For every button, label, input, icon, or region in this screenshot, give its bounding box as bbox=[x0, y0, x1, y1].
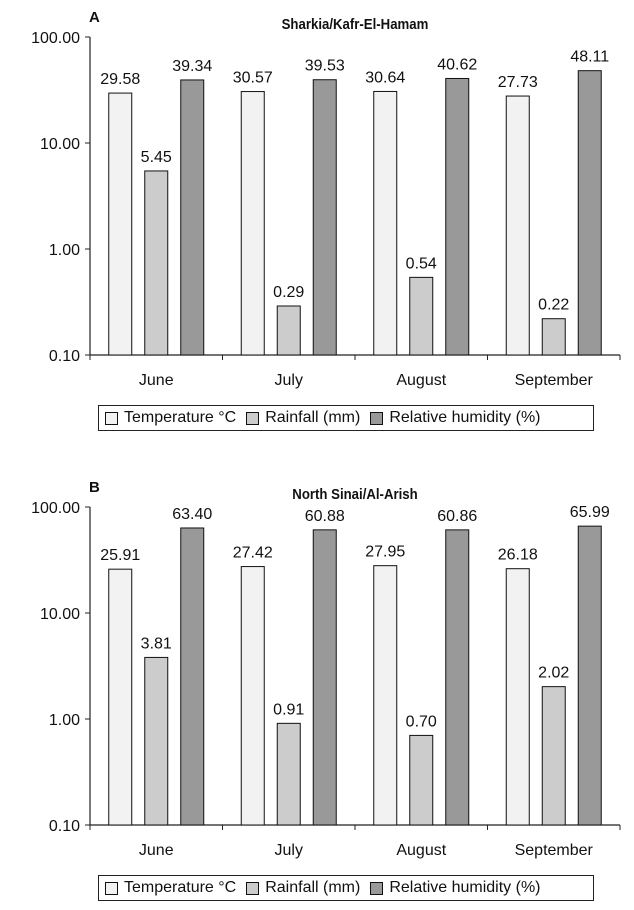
legend-swatch-humidity bbox=[370, 412, 383, 425]
bar-temperature-c-september bbox=[506, 569, 529, 825]
y-tick-label: 100.00 bbox=[31, 500, 80, 517]
legend-swatch-rainfall bbox=[246, 882, 259, 895]
legend-item-temperature: Temperature °C bbox=[105, 409, 236, 427]
legend-swatch-temperature bbox=[105, 412, 118, 425]
bar-temperature-c-june bbox=[109, 93, 132, 355]
y-tick-label: 0.10 bbox=[49, 348, 80, 365]
y-tick-label: 1.00 bbox=[49, 242, 80, 259]
bar-temperature-c-august bbox=[374, 91, 397, 355]
data-label-relative-humidity-september: 48.11 bbox=[570, 49, 609, 66]
legend-label-temperature: Temperature °C bbox=[124, 409, 236, 427]
bar-relative-humidity-september bbox=[578, 526, 601, 825]
bar-rainfall-mm-july bbox=[277, 306, 300, 355]
bar-temperature-c-june bbox=[109, 569, 132, 825]
data-label-temperature-c-july: 27.42 bbox=[233, 545, 273, 562]
bar-rainfall-mm-september bbox=[542, 319, 565, 355]
legend-label-humidity: Relative humidity (%) bbox=[389, 879, 540, 897]
chart-title-b: North Sinai/Al-Arish bbox=[122, 486, 588, 503]
legend-item-rainfall: Rainfall (mm) bbox=[246, 879, 360, 897]
y-tick-label: 100.00 bbox=[31, 30, 80, 47]
legend-a: Temperature °C Rainfall (mm) Relative hu… bbox=[98, 405, 594, 431]
data-label-relative-humidity-june: 39.34 bbox=[172, 58, 212, 75]
panel-label-a: A bbox=[89, 9, 100, 26]
chart-svg-b: 100.00 10.00 1.00 0.10 25.91 3.81 63.40 June 27.… bbox=[0, 470, 634, 870]
legend-label-humidity: Relative humidity (%) bbox=[389, 409, 540, 427]
data-label-relative-humidity-august: 60.86 bbox=[437, 508, 477, 525]
y-tick-label: 1.00 bbox=[49, 712, 80, 729]
chart-title-a: Sharkia/Kafr-El-Hamam bbox=[122, 16, 588, 33]
data-label-rainfall-mm-july: 0.91 bbox=[273, 701, 304, 718]
bar-relative-humidity-june bbox=[181, 528, 204, 825]
x-tick-label: June bbox=[139, 372, 174, 389]
data-label-temperature-c-september: 26.18 bbox=[498, 547, 538, 564]
legend-item-rainfall: Rainfall (mm) bbox=[246, 409, 360, 427]
chart-panel-a: 100.00 10.00 1.00 0.10 29.58 5.45 39.34 June 30.… bbox=[0, 0, 634, 440]
legend-label-rainfall: Rainfall (mm) bbox=[265, 879, 360, 897]
bar-relative-humidity-july bbox=[313, 530, 336, 825]
data-label-temperature-c-june: 25.91 bbox=[100, 547, 140, 564]
x-tick-label: July bbox=[275, 372, 303, 389]
x-tick-label: June bbox=[139, 842, 174, 859]
bar-rainfall-mm-august bbox=[410, 735, 433, 825]
data-label-rainfall-mm-june: 3.81 bbox=[141, 635, 172, 652]
data-label-relative-humidity-september: 65.99 bbox=[570, 504, 610, 521]
legend-swatch-rainfall bbox=[246, 412, 259, 425]
bar-rainfall-mm-june bbox=[145, 657, 168, 825]
bar-relative-humidity-august bbox=[446, 78, 469, 355]
data-label-rainfall-mm-august: 0.54 bbox=[406, 255, 437, 272]
bar-rainfall-mm-august bbox=[410, 277, 433, 355]
bar-relative-humidity-august bbox=[446, 530, 469, 825]
data-label-rainfall-mm-july: 0.29 bbox=[273, 284, 304, 301]
bar-rainfall-mm-june bbox=[145, 171, 168, 355]
data-label-temperature-c-august: 27.95 bbox=[365, 544, 405, 561]
legend-item-temperature: Temperature °C bbox=[105, 879, 236, 897]
panel-label-b: B bbox=[89, 479, 100, 496]
bar-relative-humidity-september bbox=[578, 71, 601, 355]
bar-temperature-c-september bbox=[506, 96, 529, 355]
bar-temperature-c-july bbox=[241, 567, 264, 825]
data-label-relative-humidity-june: 63.40 bbox=[172, 506, 212, 523]
data-label-temperature-c-september: 27.73 bbox=[498, 74, 538, 91]
data-label-temperature-c-august: 30.64 bbox=[365, 69, 405, 86]
data-label-rainfall-mm-august: 0.70 bbox=[406, 713, 437, 730]
data-label-relative-humidity-july: 60.88 bbox=[305, 508, 345, 525]
bar-relative-humidity-july bbox=[313, 80, 336, 355]
y-tick-label: 10.00 bbox=[40, 136, 80, 153]
legend-label-temperature: Temperature °C bbox=[124, 879, 236, 897]
bar-temperature-c-july bbox=[241, 92, 264, 355]
legend-item-humidity: Relative humidity (%) bbox=[370, 409, 540, 427]
bar-relative-humidity-june bbox=[181, 80, 204, 355]
legend-b: Temperature °C Rainfall (mm) Relative hu… bbox=[98, 875, 594, 901]
legend-swatch-humidity bbox=[370, 882, 383, 895]
data-label-relative-humidity-july: 39.53 bbox=[305, 58, 345, 75]
y-tick-label: 0.10 bbox=[49, 818, 80, 835]
bar-rainfall-mm-september bbox=[542, 687, 565, 825]
data-label-rainfall-mm-june: 5.45 bbox=[141, 149, 172, 166]
data-label-rainfall-mm-september: 2.02 bbox=[538, 665, 569, 682]
x-tick-label: September bbox=[515, 372, 594, 389]
data-label-relative-humidity-august: 40.62 bbox=[437, 56, 477, 73]
x-tick-label: August bbox=[396, 372, 446, 389]
x-tick-label: August bbox=[396, 842, 446, 859]
legend-label-rainfall: Rainfall (mm) bbox=[265, 409, 360, 427]
chart-panel-b: 100.00 10.00 1.00 0.10 25.91 3.81 63.40 June 27.… bbox=[0, 470, 634, 910]
x-tick-label: September bbox=[515, 842, 594, 859]
data-label-rainfall-mm-september: 0.22 bbox=[538, 297, 569, 314]
data-label-temperature-c-july: 30.57 bbox=[233, 70, 273, 87]
x-tick-label: July bbox=[275, 842, 303, 859]
bar-rainfall-mm-july bbox=[277, 723, 300, 825]
y-tick-label: 10.00 bbox=[40, 606, 80, 623]
legend-swatch-temperature bbox=[105, 882, 118, 895]
bar-temperature-c-august bbox=[374, 566, 397, 825]
data-label-temperature-c-june: 29.58 bbox=[100, 71, 140, 88]
legend-item-humidity: Relative humidity (%) bbox=[370, 879, 540, 897]
chart-svg-a: 100.00 10.00 1.00 0.10 29.58 5.45 39.34 June 30.… bbox=[0, 0, 634, 400]
